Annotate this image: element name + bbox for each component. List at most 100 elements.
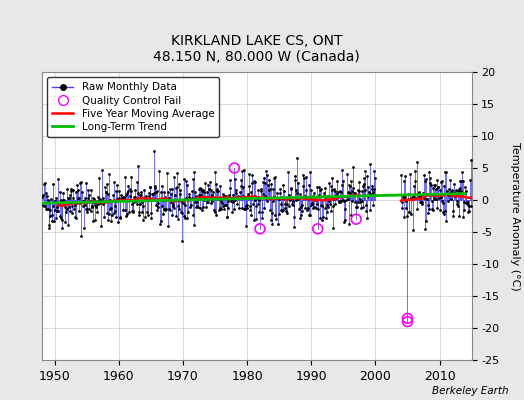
Point: [325, 198, 333, 204]
Point: [53, 207, 61, 214]
Point: [180, 176, 188, 182]
Point: [163, 189, 172, 195]
Point: [164, 223, 172, 229]
Point: [277, 206, 285, 213]
Point: [189, 176, 197, 182]
Point: [323, 202, 332, 208]
Point: [290, 176, 299, 183]
Point: [150, 190, 158, 196]
Point: [214, 196, 223, 202]
Point: [38, 202, 47, 208]
Point: [72, 189, 80, 195]
Point: [61, 218, 70, 225]
Point: [147, 215, 155, 222]
Point: [244, 193, 252, 200]
Point: [133, 201, 141, 208]
Point: [334, 189, 342, 195]
Point: [64, 222, 72, 228]
Point: [445, 192, 453, 198]
Point: [324, 192, 332, 199]
Point: [294, 180, 302, 186]
Point: [273, 190, 281, 196]
Point: [49, 199, 58, 205]
Point: [348, 188, 356, 195]
Point: [362, 208, 370, 215]
Point: [178, 210, 187, 216]
Point: [238, 205, 246, 212]
Point: [214, 188, 222, 194]
Point: [331, 201, 340, 207]
Point: [141, 195, 150, 202]
Point: [403, 213, 411, 220]
Point: [433, 205, 442, 212]
Point: [245, 183, 254, 189]
Point: [310, 190, 319, 196]
Point: [467, 157, 475, 163]
Point: [97, 198, 106, 204]
Point: [169, 203, 178, 209]
Point: [418, 198, 426, 205]
Point: [264, 186, 272, 193]
Point: [161, 206, 169, 213]
Point: [154, 204, 162, 210]
Point: [286, 196, 294, 202]
Point: [138, 198, 146, 205]
Point: [135, 209, 143, 215]
Point: [74, 207, 83, 214]
Point: [463, 200, 471, 206]
Point: [359, 181, 368, 188]
Point: [231, 197, 239, 203]
Point: [443, 188, 451, 195]
Point: [132, 198, 140, 204]
Point: [88, 204, 96, 210]
Point: [128, 209, 137, 216]
Point: [246, 206, 255, 213]
Point: [101, 189, 110, 195]
Point: [153, 207, 161, 214]
Point: [254, 187, 263, 193]
Point: [60, 197, 68, 204]
Point: [248, 180, 257, 186]
Point: [427, 182, 435, 188]
Point: [155, 196, 163, 202]
Point: [144, 212, 152, 218]
Point: [109, 192, 117, 199]
Point: [439, 209, 447, 216]
Point: [364, 193, 373, 199]
Point: [171, 192, 179, 198]
Point: [183, 182, 191, 188]
Point: [201, 195, 209, 201]
Point: [269, 185, 278, 192]
Point: [319, 193, 328, 199]
Point: [265, 177, 273, 184]
Point: [302, 187, 311, 193]
Point: [405, 208, 413, 215]
Point: [93, 209, 101, 215]
Point: [274, 195, 282, 201]
Point: [221, 192, 229, 199]
Point: [173, 216, 182, 223]
Point: [101, 184, 109, 190]
Point: [344, 196, 352, 202]
Point: [304, 205, 312, 211]
Point: [292, 186, 300, 193]
Point: [204, 182, 212, 188]
Point: [431, 182, 440, 188]
Point: [160, 206, 168, 213]
Point: [356, 196, 365, 202]
Point: [282, 208, 290, 214]
Point: [242, 222, 250, 229]
Y-axis label: Temperature Anomaly (°C): Temperature Anomaly (°C): [510, 142, 520, 290]
Point: [247, 212, 256, 218]
Point: [56, 213, 64, 220]
Point: [183, 196, 192, 203]
Point: [441, 208, 449, 214]
Point: [219, 203, 227, 209]
Point: [234, 195, 242, 202]
Point: [336, 188, 344, 194]
Point: [181, 202, 189, 209]
Point: [203, 199, 211, 205]
Point: [118, 195, 126, 201]
Point: [339, 197, 347, 204]
Point: [134, 190, 143, 196]
